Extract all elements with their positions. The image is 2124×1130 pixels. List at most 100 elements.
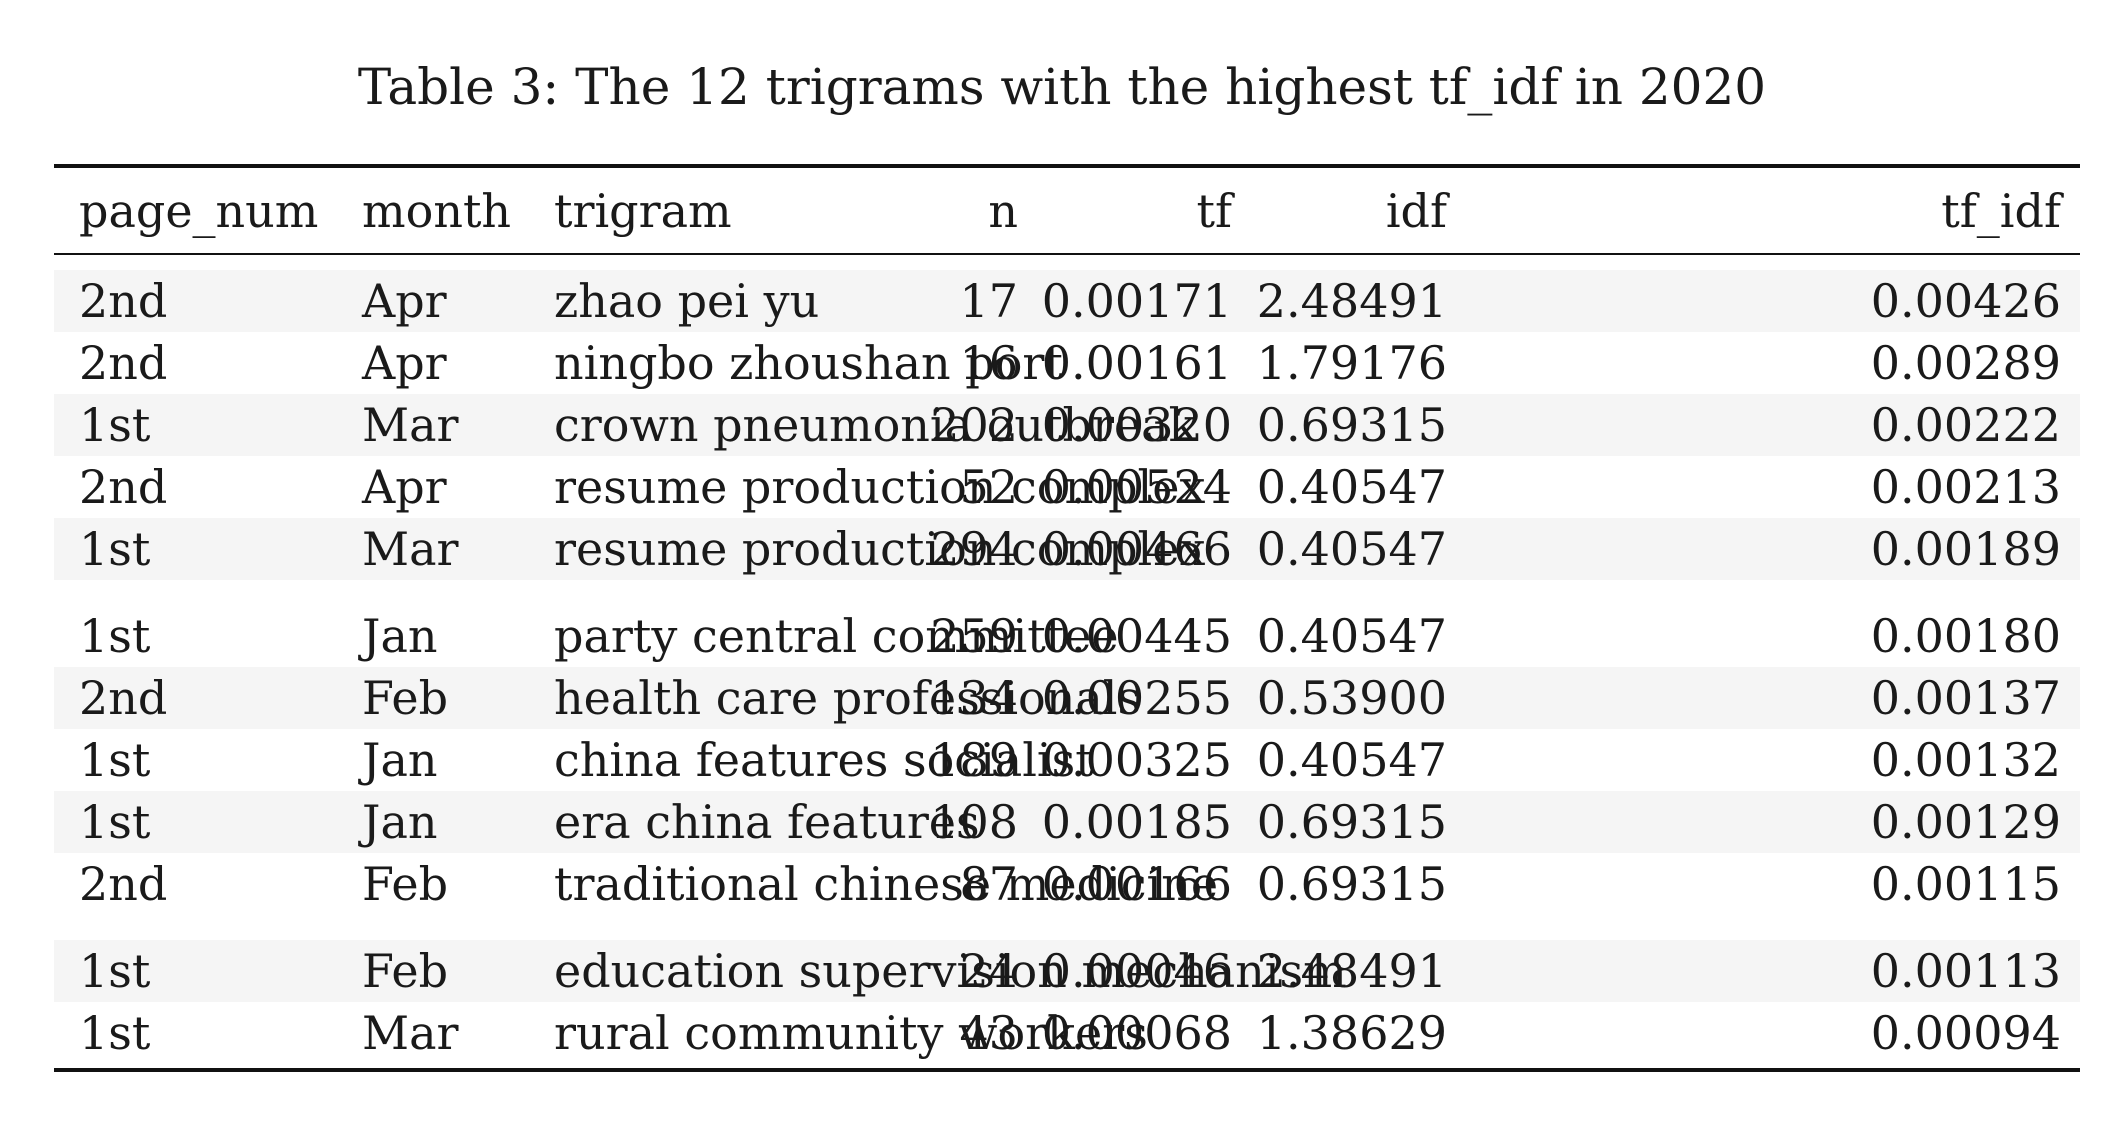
cell-tf: 0.00171 — [1041, 274, 1232, 328]
cell-idf: 2.48491 — [1256, 274, 1447, 328]
cell-page-num: 1st — [79, 733, 151, 787]
cell-month: Apr — [362, 336, 447, 390]
cell-n: 52 — [959, 460, 1018, 514]
cell-n: 189 — [930, 733, 1018, 787]
cell-tf-idf: 0.00094 — [1870, 1006, 2061, 1060]
cell-n: 24 — [959, 944, 1018, 998]
cell-n: 17 — [959, 274, 1018, 328]
cell-trigram: education supervision mechanism — [554, 944, 1347, 998]
cell-tf-idf: 0.00129 — [1870, 795, 2061, 849]
cell-n: 108 — [930, 795, 1018, 849]
table-row: 1st Mar resume production complex 294 0.0046… — [54, 518, 2080, 580]
cell-tf: 0.00445 — [1041, 609, 1232, 663]
cell-page-num: 1st — [79, 398, 151, 452]
header-month: month — [362, 184, 512, 238]
cell-month: Apr — [362, 460, 447, 514]
cell-tf: 0.00185 — [1041, 795, 1232, 849]
cell-tf-idf: 0.00289 — [1870, 336, 2061, 390]
header-page-num: page_num — [79, 184, 319, 238]
cell-tf: 0.00161 — [1041, 336, 1232, 390]
cell-idf: 0.69315 — [1256, 795, 1447, 849]
cell-month: Feb — [362, 944, 449, 998]
cell-tf-idf: 0.00222 — [1870, 398, 2061, 452]
cell-month: Jan — [362, 795, 438, 849]
cell-idf: 0.69315 — [1256, 398, 1447, 452]
cell-tf: 0.00255 — [1041, 671, 1232, 725]
cell-n: 16 — [959, 336, 1018, 390]
top-rule — [54, 164, 2080, 168]
cell-trigram: traditional chinese medicine — [554, 857, 1219, 911]
cell-n: 134 — [930, 671, 1018, 725]
table-row: 1st Jan party central committee 259 0.00445 0… — [54, 605, 2080, 667]
cell-page-num: 2nd — [79, 274, 168, 328]
cell-trigram: crown pneumonia outbreak — [554, 398, 1197, 452]
cell-tf: 0.00466 — [1041, 522, 1232, 576]
cell-page-num: 2nd — [79, 336, 168, 390]
cell-trigram: party central committee — [554, 609, 1119, 663]
header-rule — [54, 253, 2080, 255]
table-row: 2nd Apr resume production complex 52 0.00524… — [54, 456, 2080, 518]
cell-page-num: 2nd — [79, 671, 168, 725]
cell-trigram: zhao pei yu — [554, 274, 820, 328]
cell-tf-idf: 0.00189 — [1870, 522, 2061, 576]
cell-idf: 0.40547 — [1256, 460, 1447, 514]
cell-tf-idf: 0.00115 — [1870, 857, 2061, 911]
table-caption: Table 3: The 12 trigrams with the highes… — [357, 58, 1767, 116]
cell-page-num: 1st — [79, 795, 151, 849]
header-trigram: trigram — [554, 184, 732, 238]
cell-page-num: 1st — [79, 944, 151, 998]
table-row: 1st Feb education supervision mechanism 24 0… — [54, 940, 2080, 1002]
cell-idf: 2.48491 — [1256, 944, 1447, 998]
cell-month: Mar — [362, 1006, 459, 1060]
cell-month: Apr — [362, 274, 447, 328]
cell-trigram: health care professionals — [554, 671, 1142, 725]
cell-n: 87 — [959, 857, 1018, 911]
table-row: 2nd Feb health care professionals 134 0.0025… — [54, 667, 2080, 729]
table-row: 1st Mar rural community workers 43 0.00068 1.… — [54, 1002, 2080, 1064]
cell-month: Jan — [362, 733, 438, 787]
cell-tf-idf: 0.00426 — [1870, 274, 2061, 328]
cell-trigram: ningbo zhoushan port — [554, 336, 1063, 390]
cell-month: Feb — [362, 671, 449, 725]
cell-tf: 0.00325 — [1041, 733, 1232, 787]
cell-page-num: 2nd — [79, 460, 168, 514]
cell-n: 43 — [959, 1006, 1018, 1060]
cell-n: 259 — [930, 609, 1018, 663]
table-row: 1st Mar crown pneumonia outbreak 202 0.00320… — [54, 394, 2080, 456]
cell-tf: 0.00166 — [1041, 857, 1232, 911]
cell-month: Jan — [362, 609, 438, 663]
cell-idf: 1.79176 — [1256, 336, 1447, 390]
cell-trigram: resume production complex — [554, 460, 1206, 514]
cell-page-num: 2nd — [79, 857, 168, 911]
table-row: 2nd Feb traditional chinese medicine 87 0.00… — [54, 853, 2080, 915]
cell-idf: 0.40547 — [1256, 733, 1447, 787]
cell-n: 294 — [930, 522, 1018, 576]
cell-trigram: resume production complex — [554, 522, 1206, 576]
cell-tf: 0.00046 — [1041, 944, 1232, 998]
cell-month: Mar — [362, 398, 459, 452]
table-row: 1st Jan era china features 108 0.00185 0.6931… — [54, 791, 2080, 853]
header-tf: tf — [1196, 184, 1232, 238]
cell-tf-idf: 0.00113 — [1870, 944, 2061, 998]
cell-tf: 0.00524 — [1041, 460, 1232, 514]
header-n: n — [988, 184, 1018, 238]
cell-n: 202 — [930, 398, 1018, 452]
header-tf-idf: tf_idf — [1941, 184, 2061, 238]
cell-tf-idf: 0.00137 — [1870, 671, 2061, 725]
table-row: 2nd Apr ningbo zhoushan port 16 0.00161 1.791… — [54, 332, 2080, 394]
cell-page-num: 1st — [79, 522, 151, 576]
cell-tf-idf: 0.00213 — [1870, 460, 2061, 514]
cell-page-num: 1st — [79, 1006, 151, 1060]
cell-month: Mar — [362, 522, 459, 576]
header-row: page_num month trigram n tf idf tf_idf — [54, 168, 2080, 254]
cell-idf: 0.40547 — [1256, 522, 1447, 576]
table-row: 2nd Apr zhao pei yu 17 0.00171 2.48491 0.00426 — [54, 270, 2080, 332]
cell-tf: 0.00320 — [1041, 398, 1232, 452]
cell-trigram: rural community workers — [554, 1006, 1148, 1060]
cell-page-num: 1st — [79, 609, 151, 663]
cell-trigram: china features socialist — [554, 733, 1094, 787]
cell-tf-idf: 0.00132 — [1870, 733, 2061, 787]
cell-tf: 0.00068 — [1041, 1006, 1232, 1060]
header-idf: idf — [1385, 184, 1447, 238]
table-row: 1st Jan china features socialist 189 0.00325… — [54, 729, 2080, 791]
